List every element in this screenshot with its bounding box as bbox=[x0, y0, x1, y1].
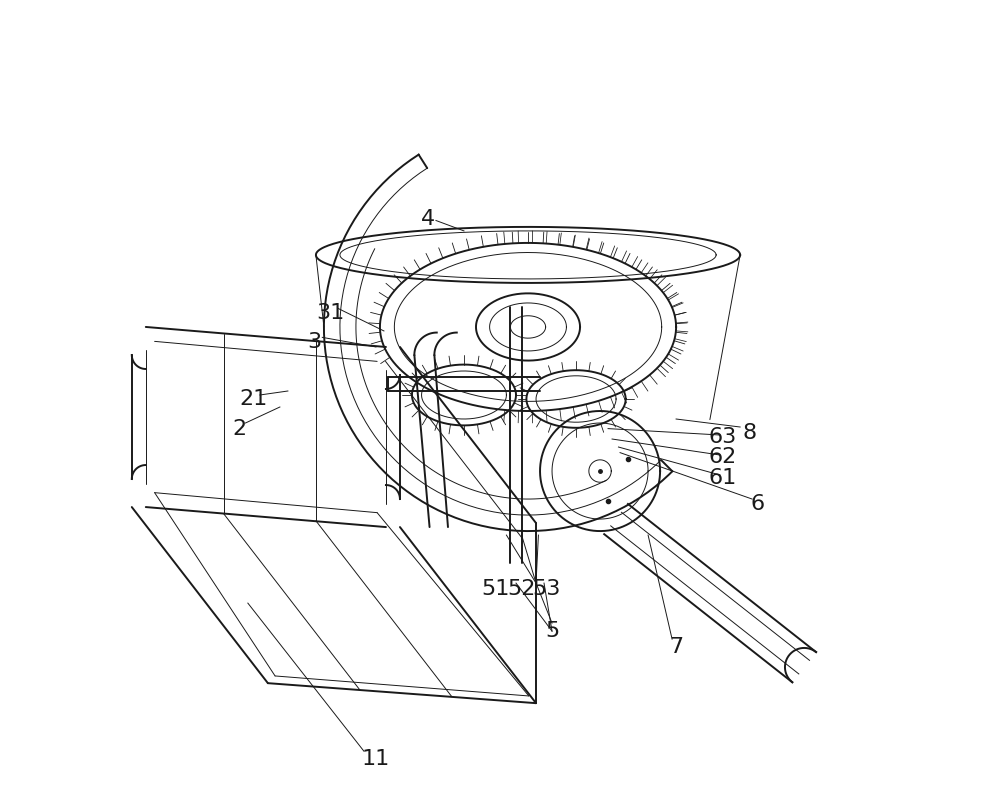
Text: 6: 6 bbox=[751, 494, 765, 514]
Text: 5: 5 bbox=[545, 621, 559, 641]
Text: 52: 52 bbox=[507, 579, 536, 599]
Text: 51: 51 bbox=[482, 579, 510, 599]
Text: 2: 2 bbox=[233, 418, 247, 438]
Text: 8: 8 bbox=[743, 422, 757, 442]
Text: 21: 21 bbox=[239, 389, 268, 409]
Text: 62: 62 bbox=[708, 447, 737, 467]
Text: 11: 11 bbox=[362, 750, 390, 769]
Text: 53: 53 bbox=[532, 579, 561, 599]
Text: 7: 7 bbox=[669, 637, 683, 657]
Text: 31: 31 bbox=[316, 302, 344, 322]
Text: 4: 4 bbox=[421, 209, 435, 229]
Text: 61: 61 bbox=[708, 468, 737, 488]
Text: 3: 3 bbox=[307, 332, 321, 352]
Text: 63: 63 bbox=[708, 426, 737, 447]
